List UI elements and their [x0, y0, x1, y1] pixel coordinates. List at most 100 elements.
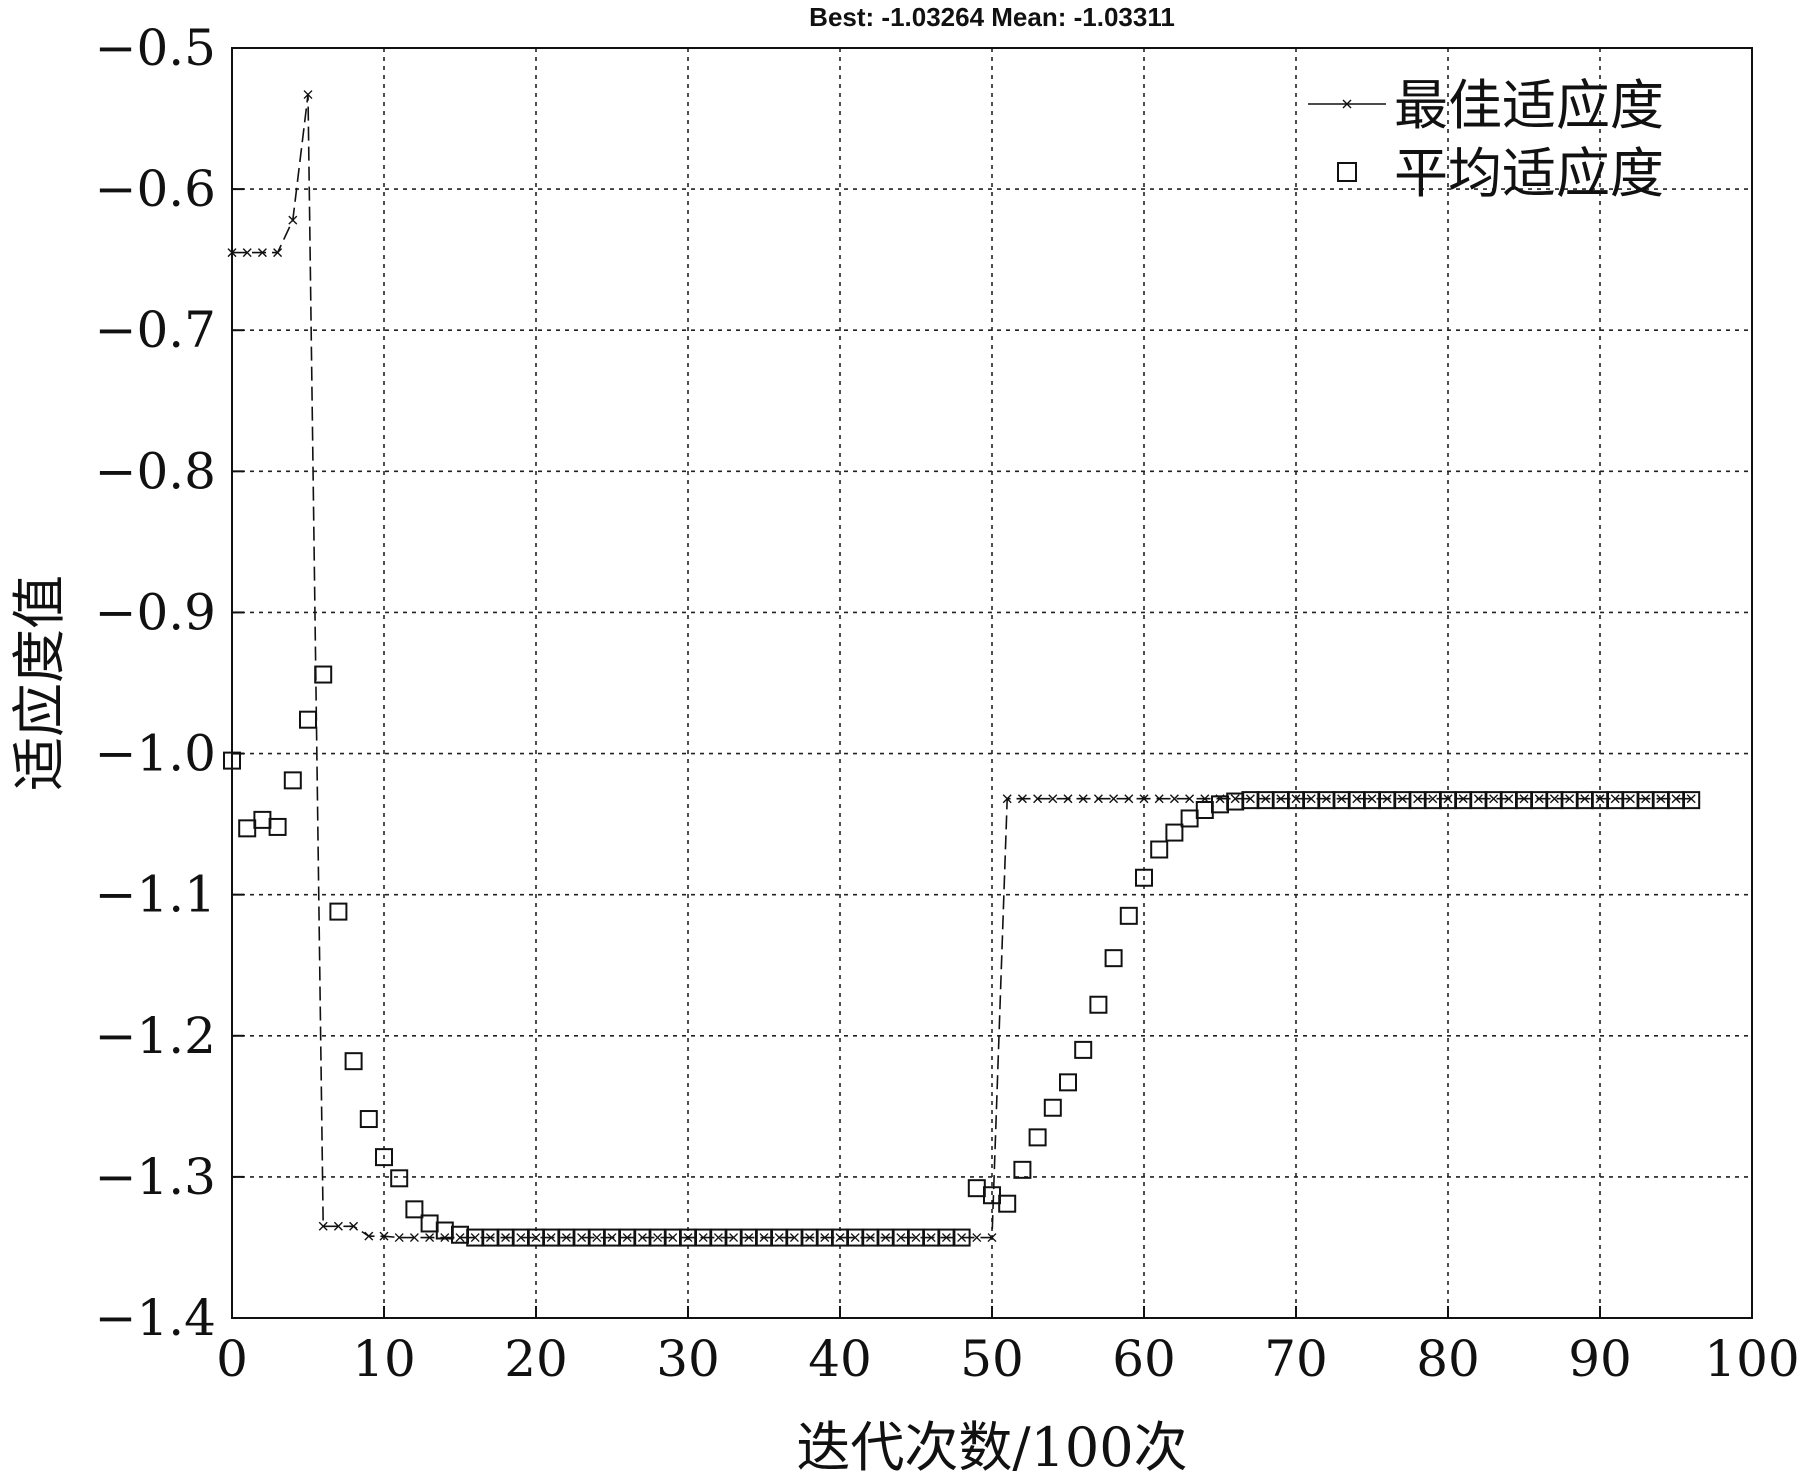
- best-point-stroke-b: [1002, 794, 1012, 804]
- best-point-stroke-b: [273, 248, 283, 258]
- mean-fitness-point: [1682, 791, 1701, 810]
- best-fitness-point: [653, 1233, 663, 1243]
- x-tick-label: 0: [216, 1330, 248, 1388]
- best-fitness-point: [1473, 794, 1483, 804]
- mean-fitness-point: [329, 902, 348, 921]
- best-fitness-point: [1063, 794, 1073, 804]
- mean-fitness-point: [420, 1214, 439, 1233]
- x-tick-labels: 0 10 20 30 40 50 60 70 80 90 100: [216, 1330, 1800, 1388]
- best-fitness-point: [1124, 794, 1134, 804]
- best-point-stroke-b: [1686, 794, 1696, 804]
- best-point-stroke-b: [577, 1233, 587, 1243]
- best-fitness-point: [1245, 794, 1255, 804]
- x-tick-label: 90: [1568, 1330, 1632, 1388]
- best-fitness-point: [1625, 794, 1635, 804]
- best-fitness-point: [1276, 794, 1286, 804]
- best-point-stroke-b: [1154, 794, 1164, 804]
- best-point-stroke-b: [1458, 794, 1468, 804]
- best-point-stroke-b: [1610, 794, 1620, 804]
- mean-fitness-point: [1241, 791, 1260, 810]
- best-point-stroke-b: [242, 248, 252, 258]
- legend-best-label: 最佳适应度: [1394, 74, 1664, 137]
- best-fitness-point: [1306, 794, 1316, 804]
- mean-fitness-point: [1119, 906, 1138, 925]
- mean-fitness-point: [1271, 791, 1290, 810]
- best-point-stroke-b: [774, 1233, 784, 1243]
- y-tick-label: −0.7: [95, 301, 216, 359]
- mean-fitness-point: [435, 1221, 454, 1240]
- best-fitness-line: [232, 94, 1692, 1239]
- best-point-stroke-b: [1565, 794, 1575, 804]
- best-fitness-point: [789, 1233, 799, 1243]
- mean-fitness-point: [1028, 1128, 1047, 1147]
- best-point-stroke-b: [972, 1233, 982, 1243]
- best-point-stroke-b: [759, 1233, 769, 1243]
- best-fitness-point: [1428, 794, 1438, 804]
- best-point-stroke-b: [896, 1233, 906, 1243]
- best-fitness-point: [288, 215, 298, 225]
- best-point-stroke-b: [1443, 794, 1453, 804]
- best-fitness-point: [1321, 794, 1331, 804]
- best-point-stroke-b: [1169, 794, 1179, 804]
- best-point-stroke-b: [1641, 794, 1651, 804]
- best-point-stroke-b: [470, 1233, 480, 1243]
- legend: 最佳适应度 平均适应度: [1308, 74, 1664, 205]
- best-fitness-point: [744, 1233, 754, 1243]
- best-point-stroke-b: [1504, 794, 1514, 804]
- mean-fitness-point: [375, 1148, 393, 1167]
- mean-fitness-point: [1089, 995, 1108, 1014]
- best-fitness-point: [1671, 794, 1681, 804]
- y-tick-labels: −0.5 −0.6 −0.7 −0.8 −0.9 −1.0 −1.1 −1.2 −1.3 −1.4: [95, 19, 216, 1347]
- best-fitness-point: [242, 248, 252, 258]
- best-point-stroke-b: [987, 1233, 997, 1243]
- best-point-stroke-b: [1397, 794, 1407, 804]
- best-point-stroke-b: [881, 1233, 891, 1243]
- mean-fitness-point: [1484, 791, 1503, 810]
- best-fitness-point: [485, 1233, 495, 1243]
- best-point-stroke-b: [1656, 794, 1666, 804]
- legend-entry-mean: 平均适应度: [1337, 142, 1664, 205]
- best-fitness-point: [1413, 794, 1423, 804]
- mean-fitness-point: [223, 751, 241, 770]
- y-tick-label: −0.9: [95, 583, 216, 641]
- best-point-stroke-b: [941, 1233, 951, 1243]
- best-point-stroke-b: [957, 1233, 967, 1243]
- best-fitness-point: [1489, 794, 1499, 804]
- best-point-stroke-b: [1139, 794, 1149, 804]
- best-fitness-point: [1595, 794, 1605, 804]
- best-fitness-point: [303, 90, 313, 100]
- best-fitness-point: [881, 1233, 891, 1243]
- best-fitness-point: [957, 1233, 967, 1243]
- y-tick-label: −0.6: [95, 160, 216, 218]
- best-fitness-point: [987, 1233, 997, 1243]
- mean-fitness-point: [1499, 791, 1518, 810]
- chart-title: Best: -1.03264 Mean: -1.03311: [809, 2, 1175, 32]
- best-fitness-point: [972, 1233, 982, 1243]
- y-axis-label: 适应度值: [8, 575, 71, 791]
- best-point-stroke-b: [1671, 794, 1681, 804]
- mean-fitness-point: [1606, 791, 1625, 810]
- best-fitness-point: [820, 1233, 830, 1243]
- best-point-stroke-b: [1519, 794, 1529, 804]
- x-axis-label: 迭代次数/100次: [796, 1416, 1187, 1479]
- x-tick-label: 20: [504, 1330, 568, 1388]
- best-point-stroke-b: [1489, 794, 1499, 804]
- best-fitness-point: [1443, 794, 1453, 804]
- mean-fitness-point: [283, 771, 302, 790]
- best-fitness-point: [911, 1233, 921, 1243]
- best-fitness-point: [455, 1233, 465, 1243]
- best-fitness-point: [1230, 794, 1240, 804]
- legend-mean-label: 平均适应度: [1394, 142, 1664, 205]
- best-fitness-point: [227, 248, 237, 258]
- best-point-stroke-b: [288, 215, 298, 225]
- best-fitness-point: [759, 1233, 769, 1243]
- mean-fitness-point: [344, 1052, 363, 1071]
- mean-fitness-point: [1150, 840, 1169, 859]
- best-fitness-point: [1610, 794, 1620, 804]
- best-fitness-point: [1656, 794, 1666, 804]
- mean-fitness-point: [1104, 949, 1123, 968]
- best-point-stroke-b: [485, 1233, 495, 1243]
- best-point-stroke-b: [1413, 794, 1423, 804]
- mean-fitness-point: [1636, 791, 1655, 810]
- best-point-stroke-b: [1230, 794, 1240, 804]
